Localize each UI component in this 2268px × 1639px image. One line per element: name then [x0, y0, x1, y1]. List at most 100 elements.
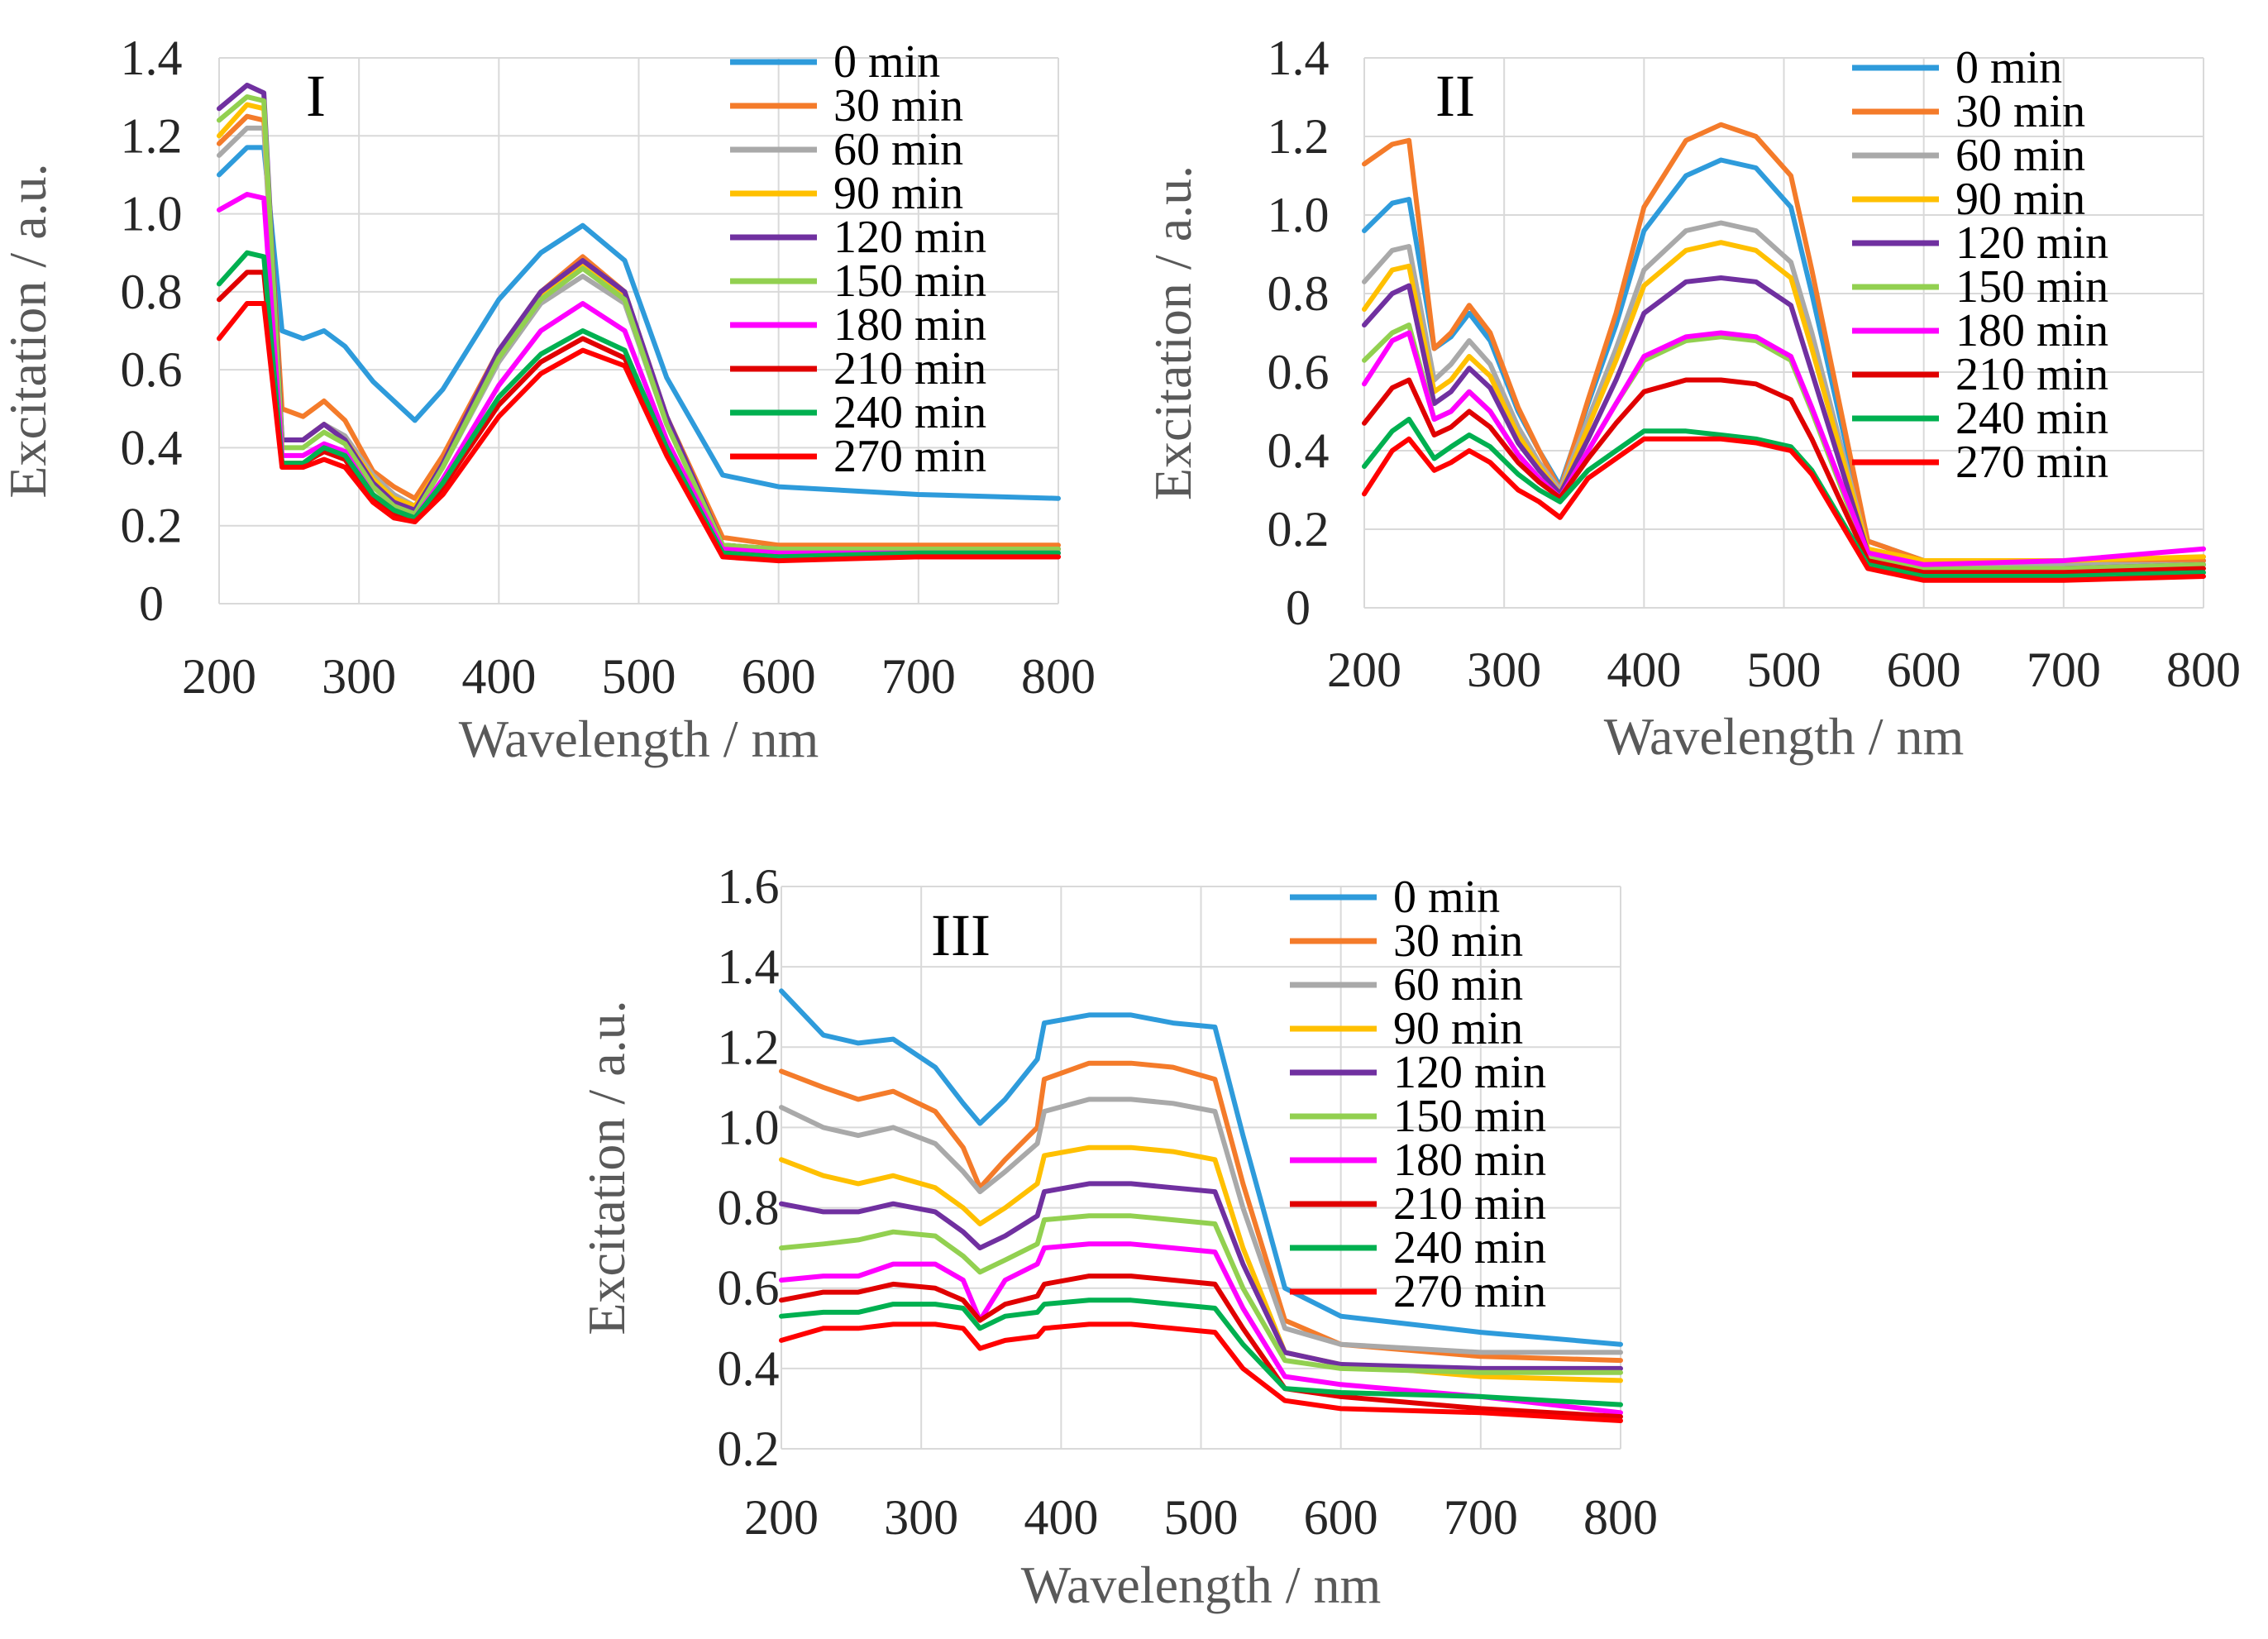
y-tick-label: 0.2 — [718, 1422, 780, 1476]
legend-label: 120 min — [833, 212, 986, 263]
y-axis-title: Excitation / a.u. — [1144, 165, 1202, 500]
legend-label: 0 min — [833, 36, 940, 88]
y-tick-label: 1.4 — [121, 31, 183, 85]
y-tick-label: 0 — [1286, 581, 1311, 635]
legend-label: 60 min — [833, 124, 963, 175]
legend-label: 90 min — [1393, 1003, 1523, 1054]
legend-label: 120 min — [1393, 1047, 1546, 1098]
series-line-240-min — [779, 1297, 1623, 1407]
legend-label: 30 min — [833, 80, 963, 131]
y-axis-title: Excitation / a.u. — [0, 163, 57, 498]
y-tick-label: 0.4 — [1268, 423, 1330, 478]
y-tick-label: 0.8 — [121, 265, 183, 319]
panel-II: 200 300 400 500 600 700 800 0 0.2 0.4 0.6 0.8 1.0 1.2… — [1144, 31, 2241, 766]
legend-label: 210 min — [1393, 1178, 1546, 1230]
x-axis-title: Wavelength / nm — [459, 710, 819, 768]
legend-label: 0 min — [1393, 872, 1500, 923]
legend-label: 30 min — [1955, 86, 2085, 137]
series-line-150-min — [779, 1213, 1623, 1375]
series-line-120-min — [1362, 275, 2206, 571]
y-tick-label: 0 — [139, 576, 164, 631]
y-tick-label: 1.0 — [121, 187, 183, 241]
series-line-180-min — [779, 1241, 1623, 1416]
y-tick-label: 0.8 — [718, 1181, 780, 1235]
y-tick-label: 1.0 — [718, 1100, 780, 1154]
y-tick-label: 0.8 — [1268, 266, 1330, 321]
y-tick-label: 1.4 — [718, 939, 780, 994]
series-line-60-min — [779, 1097, 1623, 1355]
x-tick-label: 800 — [2166, 643, 2241, 697]
x-tick-label: 600 — [1304, 1490, 1378, 1545]
legend-label: 120 min — [1955, 217, 2108, 269]
x-tick-label: 400 — [1024, 1490, 1098, 1545]
y-tick-label: 0.4 — [121, 420, 183, 475]
series-line-120-min — [779, 1181, 1623, 1371]
x-tick-label: 800 — [1021, 649, 1096, 704]
legend-label: 180 min — [1955, 305, 2108, 356]
x-tick-label: 700 — [881, 649, 956, 704]
series-line-150-min — [217, 94, 1061, 552]
x-axis-title: Wavelength / nm — [1604, 707, 1965, 766]
x-tick-label: 600 — [1887, 643, 1961, 697]
legend-label: 210 min — [833, 343, 986, 394]
panel-label: I — [306, 63, 326, 129]
legend-label: 60 min — [1393, 959, 1523, 1011]
x-tick-label: 300 — [884, 1490, 958, 1545]
y-tick-label: 1.2 — [1268, 109, 1330, 164]
legend-label: 180 min — [833, 299, 986, 351]
legend-label: 270 min — [1393, 1266, 1546, 1317]
x-tick-label: 200 — [1327, 643, 1401, 697]
series-line-30-min — [1362, 122, 2206, 563]
legend-label: 210 min — [1955, 349, 2108, 400]
x-tick-label: 200 — [182, 649, 256, 704]
x-axis-title: Wavelength / nm — [1021, 1555, 1382, 1614]
y-tick-label: 0.2 — [1268, 502, 1330, 557]
y-tick-label: 1.2 — [121, 108, 183, 163]
x-tick-label: 800 — [1583, 1490, 1658, 1545]
legend-label: 60 min — [1955, 130, 2085, 181]
x-tick-label: 700 — [1444, 1490, 1518, 1545]
legend-label: 240 min — [833, 387, 986, 438]
legend-label: 150 min — [1393, 1091, 1546, 1142]
x-tick-label: 300 — [1467, 643, 1541, 697]
y-tick-label: 1.0 — [1268, 188, 1330, 242]
legend-label: 30 min — [1393, 915, 1523, 967]
panel-I: 200 300 400 500 600 700 800 0 0.2 0.4 0.6 0.8 1.0 1.2… — [0, 31, 1096, 768]
legend-label: 150 min — [833, 256, 986, 307]
legend-label: 240 min — [1955, 393, 2108, 444]
x-tick-label: 500 — [602, 649, 676, 704]
series-line-30-min — [779, 1060, 1623, 1364]
series-line-270-min — [779, 1321, 1623, 1423]
y-tick-label: 0.6 — [1268, 345, 1330, 399]
legend-label: 90 min — [1955, 174, 2085, 225]
series-line-0-min — [779, 988, 1623, 1347]
x-tick-label: 700 — [2027, 643, 2101, 697]
y-tick-label: 1.4 — [1268, 31, 1330, 85]
legend-label: 240 min — [1393, 1222, 1546, 1273]
series-line-30-min — [217, 113, 1061, 548]
x-tick-label: 200 — [744, 1490, 819, 1545]
series-line-90-min — [1362, 240, 2206, 563]
series-line-0-min — [217, 145, 1061, 501]
series-line-270-min — [1362, 436, 2206, 583]
y-tick-label: 0.6 — [718, 1261, 780, 1316]
series-line-270-min — [217, 301, 1061, 564]
x-tick-label: 600 — [742, 649, 816, 704]
x-tick-label: 300 — [322, 649, 396, 704]
legend-label: 150 min — [1955, 261, 2108, 313]
x-tick-label: 400 — [1607, 643, 1681, 697]
x-tick-label: 500 — [1747, 643, 1822, 697]
legend-label: 270 min — [833, 431, 986, 482]
y-tick-label: 1.6 — [718, 859, 780, 914]
y-tick-label: 1.2 — [718, 1020, 780, 1074]
panel-label: II — [1435, 63, 1475, 129]
series-line-180-min — [1362, 330, 2206, 567]
legend-label: 90 min — [833, 168, 963, 219]
x-tick-label: 400 — [461, 649, 536, 704]
panel-III: 200 300 400 500 600 700 800 0.2 0.4 0.6 0.8 1.0 1.2 1… — [577, 859, 1658, 1614]
